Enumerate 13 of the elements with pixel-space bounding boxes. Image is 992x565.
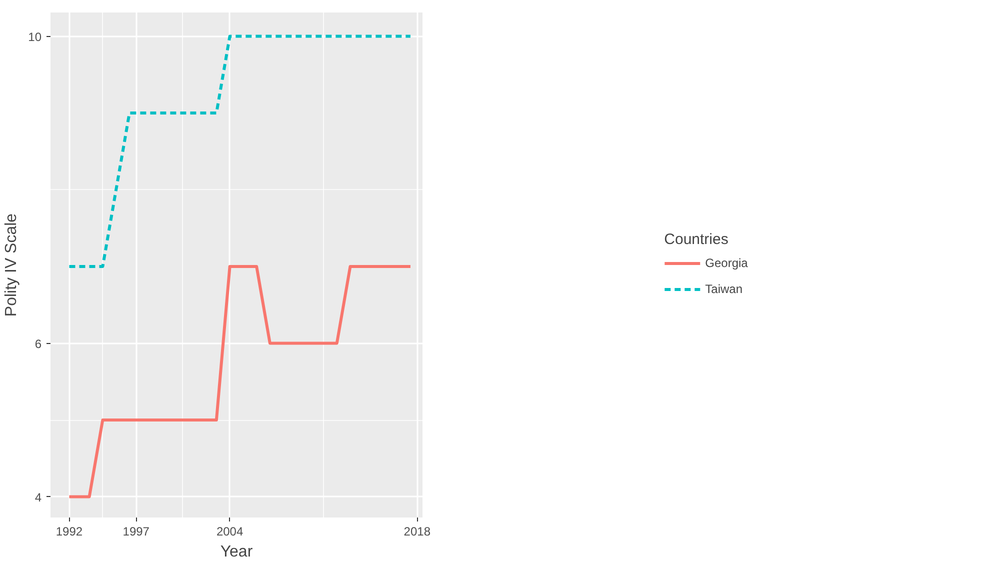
legend-label: Georgia xyxy=(705,256,748,270)
x-tick-label: 2004 xyxy=(216,524,244,538)
y-axis-title: Polity IV Scale xyxy=(3,213,20,317)
y-tick-label: 4 xyxy=(34,490,42,504)
x-tick-label: 1992 xyxy=(56,524,83,538)
x-axis-title: Year xyxy=(220,544,254,560)
line-series xyxy=(68,265,412,498)
x-tick-label: 2018 xyxy=(404,524,431,538)
legend-title: Countries xyxy=(664,230,730,248)
y-tick-label: 10 xyxy=(28,30,42,44)
y-tick-label: 6 xyxy=(34,336,42,351)
x-tick-label: 1997 xyxy=(122,524,150,538)
legend-label: Taiwan xyxy=(705,282,743,296)
